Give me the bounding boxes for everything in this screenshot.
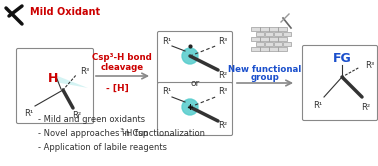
Bar xyxy=(269,27,277,31)
FancyBboxPatch shape xyxy=(158,32,232,84)
Text: R³: R³ xyxy=(81,68,90,77)
Bar xyxy=(274,32,282,36)
Bar xyxy=(256,42,264,46)
Bar xyxy=(251,47,260,51)
FancyBboxPatch shape xyxy=(17,48,93,124)
Text: -H functionalization: -H functionalization xyxy=(123,128,205,137)
FancyBboxPatch shape xyxy=(158,83,232,135)
Text: FG: FG xyxy=(333,52,352,66)
Bar xyxy=(278,27,287,31)
Bar xyxy=(251,27,260,31)
Text: R²: R² xyxy=(218,71,228,80)
Circle shape xyxy=(182,48,198,64)
Bar xyxy=(269,37,277,41)
Text: R¹: R¹ xyxy=(163,87,172,96)
Text: H: H xyxy=(48,72,58,84)
Bar xyxy=(269,47,277,51)
Bar xyxy=(282,32,291,36)
Bar xyxy=(256,32,264,36)
Bar xyxy=(282,42,291,46)
Text: R¹: R¹ xyxy=(24,110,34,119)
Bar xyxy=(265,32,273,36)
Polygon shape xyxy=(55,75,88,88)
Text: R²: R² xyxy=(361,102,370,112)
Bar xyxy=(278,47,287,51)
Text: R²: R² xyxy=(73,112,82,121)
Text: cleavage: cleavage xyxy=(101,63,144,72)
Bar xyxy=(260,37,268,41)
Text: R³: R³ xyxy=(218,87,228,96)
Text: 3: 3 xyxy=(119,127,123,132)
Text: R³: R³ xyxy=(366,60,375,70)
Text: R³: R³ xyxy=(218,37,228,45)
FancyBboxPatch shape xyxy=(302,45,378,121)
Text: R²: R² xyxy=(218,122,228,130)
Text: - Application of labile reagents: - Application of labile reagents xyxy=(38,142,167,152)
Text: - Novel approaches in Csp: - Novel approaches in Csp xyxy=(38,128,148,137)
Bar xyxy=(251,37,260,41)
Bar xyxy=(260,27,268,31)
Text: +: + xyxy=(186,102,194,112)
Text: - Mild and green oxidants: - Mild and green oxidants xyxy=(38,115,145,124)
Text: R¹: R¹ xyxy=(163,37,172,45)
Text: - [H]: - [H] xyxy=(105,83,129,92)
Text: R¹: R¹ xyxy=(313,100,323,110)
Text: group: group xyxy=(251,74,279,83)
Text: New functional: New functional xyxy=(228,65,302,74)
Circle shape xyxy=(182,99,198,115)
Text: Csp³-H bond: Csp³-H bond xyxy=(92,53,152,63)
Text: or: or xyxy=(191,80,200,88)
Bar xyxy=(278,37,287,41)
Bar xyxy=(265,42,273,46)
Bar xyxy=(260,47,268,51)
Text: Mild Oxidant: Mild Oxidant xyxy=(30,7,100,17)
Bar xyxy=(274,42,282,46)
